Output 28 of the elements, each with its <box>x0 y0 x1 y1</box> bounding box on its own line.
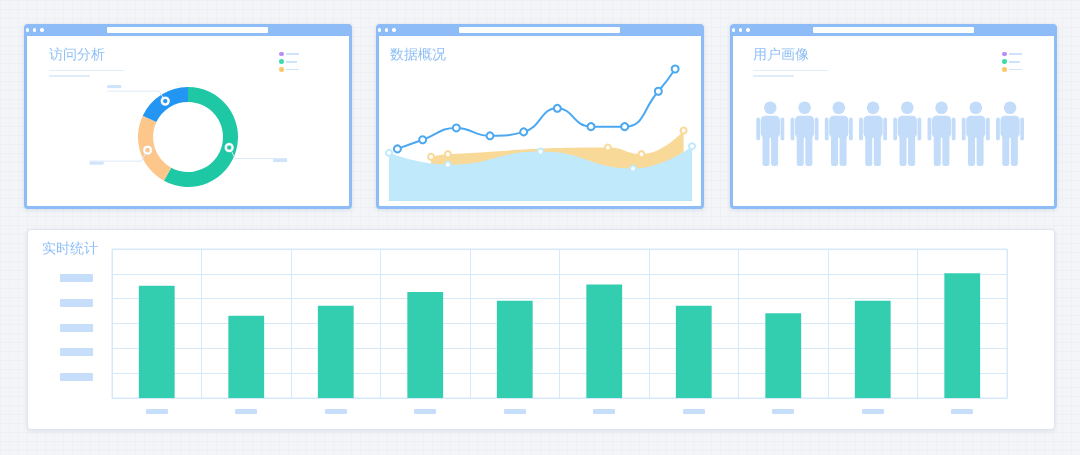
bar <box>765 313 802 398</box>
point <box>670 64 680 74</box>
bar <box>407 292 444 398</box>
point <box>451 123 461 133</box>
point <box>552 103 562 113</box>
point <box>679 126 688 135</box>
point <box>586 122 596 132</box>
bar <box>228 315 265 398</box>
text: 用户画像 <box>753 46 809 62</box>
bar <box>944 273 981 398</box>
bar <box>586 284 623 398</box>
bar <box>675 305 712 398</box>
point <box>653 86 663 96</box>
chart-title: 实时统计 <box>42 240 98 256</box>
point <box>385 148 393 157</box>
chart-title: 数据概况 <box>390 46 446 62</box>
bar <box>317 305 354 398</box>
point <box>620 122 630 132</box>
point <box>519 127 529 137</box>
point <box>418 135 428 145</box>
bar <box>138 285 175 398</box>
point <box>485 131 495 141</box>
point <box>392 144 402 154</box>
point <box>427 152 436 161</box>
bar <box>854 300 891 398</box>
chart-title: 访问分析 <box>49 46 105 62</box>
point <box>688 142 696 151</box>
bar <box>496 300 533 398</box>
